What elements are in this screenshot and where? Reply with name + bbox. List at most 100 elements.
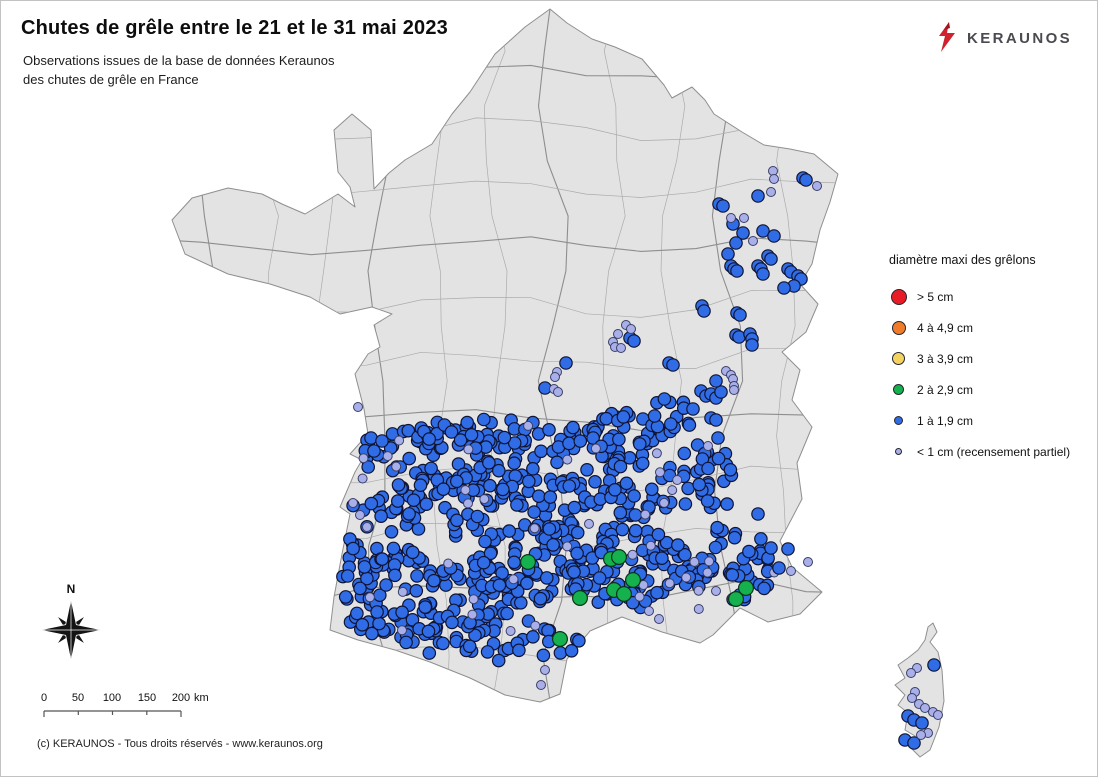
hail-dot-blue — [562, 436, 576, 451]
hail-dot-blue — [730, 264, 744, 278]
hail-dot-blue — [450, 513, 464, 528]
hail-dot-blue — [410, 569, 424, 583]
hail-dot-purple — [348, 498, 358, 508]
hail-dot-blue — [375, 552, 389, 566]
hail-dot-blue — [727, 530, 742, 545]
copyright-text: (c) KERAUNOS - Tous droits réservés - ww… — [37, 738, 323, 750]
hail-dot-purple — [530, 620, 541, 631]
hail-dot-blue — [588, 474, 602, 489]
hail-dot-purple — [562, 454, 573, 465]
hail-dot-blue — [375, 434, 389, 448]
hail-dot-blue — [736, 226, 750, 240]
hail-dot-green — [624, 571, 641, 588]
hail-dot-blue — [666, 358, 680, 372]
hail-dot-purple — [711, 586, 721, 596]
hail-dot-purple — [529, 523, 540, 534]
legend-label: > 5 cm — [917, 289, 954, 304]
hail-dot-blue — [391, 478, 406, 492]
hail-dot-blue — [543, 490, 558, 504]
hail-dot-blue — [422, 646, 437, 660]
hail-dot-blue — [692, 477, 706, 492]
hail-dot-blue — [480, 645, 495, 659]
hail-dot-blue — [628, 508, 643, 522]
hail-dot-blue — [372, 616, 386, 631]
hail-dot-blue — [751, 507, 765, 521]
hail-dot-blue — [405, 612, 420, 627]
hail-dot-blue — [570, 546, 584, 561]
hail-dot-blue — [527, 505, 541, 519]
hail-dot-blue — [402, 451, 416, 466]
hail-dot-blue — [767, 229, 781, 243]
legend-item-2: 3 à 3,9 cm — [889, 343, 1094, 374]
hail-dot-purple — [523, 420, 534, 431]
legend-label: 1 à 1,9 cm — [917, 413, 974, 428]
hail-dot-purple — [644, 606, 654, 616]
hail-dot-blue — [533, 591, 548, 606]
hail-dot-blue — [570, 525, 585, 540]
hail-dot-purple — [655, 467, 665, 478]
hail-dot-blue — [478, 534, 492, 549]
legend-swatch-col — [889, 320, 908, 335]
hail-dot-blue — [468, 628, 482, 643]
hail-dot-blue — [445, 615, 459, 630]
hail-dot-blue — [402, 507, 416, 521]
hail-dot-blue — [470, 509, 485, 524]
hail-dot-blue — [720, 497, 734, 511]
hail-dot-blue — [754, 532, 768, 546]
legend-swatch-icon — [892, 352, 905, 365]
hail-dot-blue — [550, 455, 564, 470]
hail-dot-blue — [677, 446, 692, 461]
hail-dot-purple — [508, 574, 519, 585]
hail-dot-blue — [657, 392, 672, 406]
hail-dot-blue — [678, 497, 693, 511]
hail-dot-blue — [413, 478, 428, 492]
hail-dot-blue — [386, 541, 401, 556]
hail-dot-blue — [491, 653, 506, 668]
hail-dot-blue — [526, 629, 540, 644]
hail-dot-blue — [915, 716, 929, 730]
hail-dot-blue — [709, 374, 723, 388]
hail-dot-purple — [667, 485, 678, 496]
hail-dot-blue — [355, 617, 370, 632]
hail-dot-blue — [546, 538, 560, 552]
hail-dot-blue — [700, 494, 715, 508]
legend-swatch-col — [889, 416, 908, 425]
hail-dot-blue — [756, 267, 770, 281]
hail-dot-blue — [409, 583, 424, 598]
hail-dot-blue — [721, 247, 735, 261]
hail-dot-blue — [644, 482, 659, 497]
hail-dot-blue — [651, 527, 666, 542]
hail-dot-blue — [346, 541, 360, 556]
hail-dot-blue — [580, 462, 594, 477]
legend-label: < 1 cm (recensement partiel) — [917, 444, 1071, 459]
hail-dot-blue — [361, 460, 375, 474]
hail-dot-purple — [358, 453, 369, 464]
hail-dot-blue — [632, 437, 647, 451]
hail-dot-blue — [338, 590, 353, 604]
hail-dot-blue — [799, 173, 813, 187]
hail-dot-blue — [422, 432, 436, 446]
hail-dot-purple — [357, 473, 368, 484]
hail-dot-blue — [628, 523, 643, 538]
hail-dot-purple — [479, 494, 490, 505]
department-border — [193, 9, 215, 757]
hail-dot-blue — [725, 568, 740, 582]
hail-dot-purple — [362, 522, 372, 532]
hail-dot-purple — [353, 402, 363, 412]
hail-dot-blue — [521, 474, 536, 489]
hail-dot-blue — [388, 568, 402, 583]
subtitle-line-1: Observations issues de la base de donnée… — [23, 53, 335, 68]
hail-dot-purple — [702, 567, 713, 578]
hail-dot-blue — [449, 474, 464, 489]
hail-dot-blue — [497, 430, 512, 445]
hail-dot-blue — [708, 540, 723, 555]
hail-dot-purple — [906, 668, 916, 678]
compass-rose-icon — [39, 598, 103, 662]
hail-dot-blue — [564, 643, 579, 658]
hail-dot-blue — [502, 524, 516, 538]
hail-dot-purple — [634, 591, 645, 602]
legend-swatch-col — [889, 352, 908, 365]
legend-item-1: 4 à 4,9 cm — [889, 312, 1094, 343]
hail-dot-blue — [777, 281, 791, 295]
